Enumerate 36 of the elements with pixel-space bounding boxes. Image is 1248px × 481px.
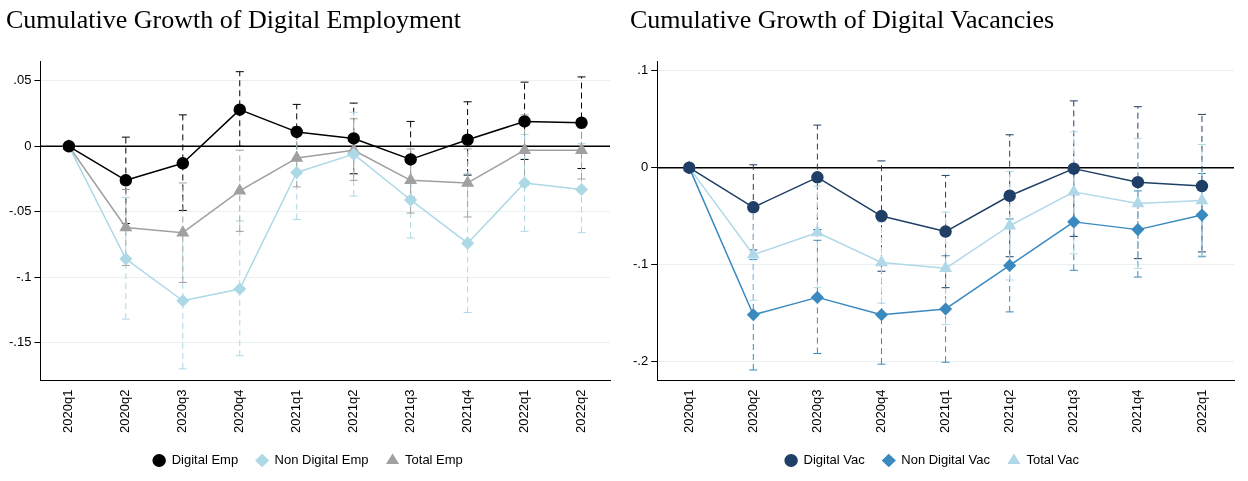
- y-tick-label: 0: [24, 137, 32, 153]
- legend-label: Digital Vac: [803, 452, 866, 468]
- x-tick-label: 2020q3: [808, 389, 824, 434]
- x-tick-label: 2021q3: [1065, 389, 1081, 434]
- x-tick-label: 2021q2: [1001, 389, 1017, 434]
- y-tick-label: -.1: [633, 256, 649, 272]
- y-tick-label: 0: [640, 159, 649, 175]
- x-tick-label: 2021q2: [345, 389, 361, 434]
- legend-label: Total Emp: [405, 452, 463, 468]
- legend-label: Digital Emp: [171, 452, 239, 468]
- x-tick-label: 2020q4: [231, 389, 247, 434]
- y-tick-label: .1: [637, 62, 649, 78]
- legend-label: Non Digital Vac: [901, 452, 991, 468]
- y-tick-label: -.2: [633, 352, 649, 368]
- legend-label: Non Digital Emp: [274, 452, 369, 468]
- y-tick-label: -.1: [16, 268, 32, 284]
- x-tick-label: 2020q1: [60, 389, 76, 434]
- x-tick-label: 2022q2: [573, 389, 589, 434]
- x-tick-label: 2022q1: [516, 389, 532, 434]
- x-tick-label: 2021q3: [402, 389, 418, 434]
- x-tick-label: 2021q4: [1129, 389, 1145, 434]
- chart-title: Cumulative Growth of Digital Vacancies: [630, 5, 1055, 35]
- x-tick-label: 2022q1: [1193, 389, 1209, 434]
- x-tick-label: 2021q4: [459, 389, 475, 434]
- legend-label: Total Vac: [1026, 452, 1080, 468]
- x-tick-label: 2020q1: [680, 389, 696, 434]
- x-tick-label: 2020q3: [174, 389, 190, 434]
- x-tick-label: 2020q4: [873, 389, 889, 434]
- y-tick-label: -.05: [8, 203, 32, 219]
- x-tick-label: 2021q1: [937, 389, 953, 434]
- x-tick-label: 2021q1: [288, 389, 304, 434]
- x-tick-label: 2020q2: [117, 389, 133, 434]
- y-tick-label: .05: [13, 72, 32, 88]
- y-tick-label: -.15: [8, 334, 32, 350]
- x-tick-label: 2020q2: [744, 389, 760, 434]
- chart-title: Cumulative Growth of Digital Employment: [6, 5, 462, 35]
